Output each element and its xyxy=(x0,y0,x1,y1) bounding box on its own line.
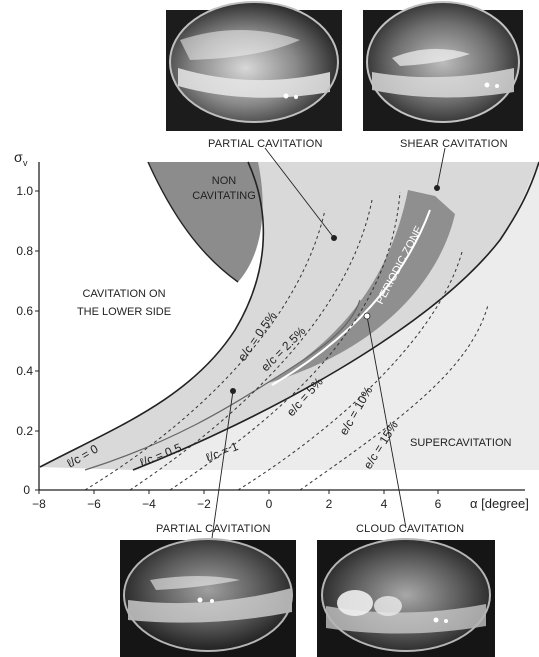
x-tick: −6 xyxy=(87,497,101,511)
caption-cloud: CLOUD CAVITATION xyxy=(356,523,464,535)
periodic-zone-region xyxy=(268,190,455,383)
x-tick: 2 xyxy=(326,497,333,511)
axes xyxy=(38,162,525,491)
non-cav-boundary xyxy=(147,161,239,283)
caption-partial-top: PARTIAL CAVITATION xyxy=(208,138,323,150)
supercavitation-label: SUPERCAVITATION xyxy=(410,437,512,449)
callout-partial-top xyxy=(264,147,335,239)
y-tick: 0.6 xyxy=(16,304,33,318)
lc0-curve xyxy=(39,161,265,468)
lc1-curve xyxy=(132,161,539,471)
ec5-curve xyxy=(169,191,401,491)
caption-partial-bottom: PARTIAL CAVITATION xyxy=(156,523,271,535)
photo-cloud-cavitation xyxy=(317,538,495,657)
periodic-white-line xyxy=(271,209,431,386)
supercavitation-region xyxy=(133,162,539,470)
ec15-curve xyxy=(299,304,489,491)
x-tick: 4 xyxy=(381,497,388,511)
lower-side-label-1: CAVITATION ON xyxy=(82,288,165,300)
ec05-curve xyxy=(84,209,326,491)
ec10-curve xyxy=(237,251,463,491)
caption-shear: SHEAR CAVITATION xyxy=(400,138,508,150)
y-tick: 1.0 xyxy=(16,184,33,198)
callout-cloud xyxy=(366,315,407,529)
photo-partial-cavitation-top xyxy=(166,1,342,131)
photo-shear-cavitation xyxy=(363,1,523,131)
point-partial-bottom xyxy=(230,388,236,394)
point-partial-top xyxy=(331,235,337,241)
non-cavitating-label-1: NON xyxy=(212,175,237,187)
point-shear xyxy=(434,185,440,191)
callout-partial-bottom xyxy=(211,390,234,539)
x-tick: −2 xyxy=(197,497,211,511)
x-tick: 0 xyxy=(266,497,273,511)
photo-partial-cavitation-bottom xyxy=(120,538,296,657)
x-tick: −8 xyxy=(32,497,46,511)
y-tick: 0.8 xyxy=(16,244,33,258)
point-cloud xyxy=(363,312,371,320)
x-tick: 6 xyxy=(435,497,442,511)
y-tick: 0.2 xyxy=(16,424,33,438)
non-cavitating-label-2: CAVITATING xyxy=(192,190,256,202)
y-axis-label: σ xyxy=(14,149,23,165)
y-axis-label-sub: v xyxy=(23,158,28,168)
callout-shear xyxy=(436,147,446,189)
lc05-curve xyxy=(84,299,361,471)
lower-side-label-2: THE LOWER SIDE xyxy=(77,306,171,318)
y-tick: 0.4 xyxy=(16,364,33,378)
x-axis-label: α [degree] xyxy=(470,496,529,511)
y-tick: 0 xyxy=(23,483,30,497)
x-tick: −4 xyxy=(142,497,156,511)
non-cavitating-region xyxy=(148,162,263,282)
